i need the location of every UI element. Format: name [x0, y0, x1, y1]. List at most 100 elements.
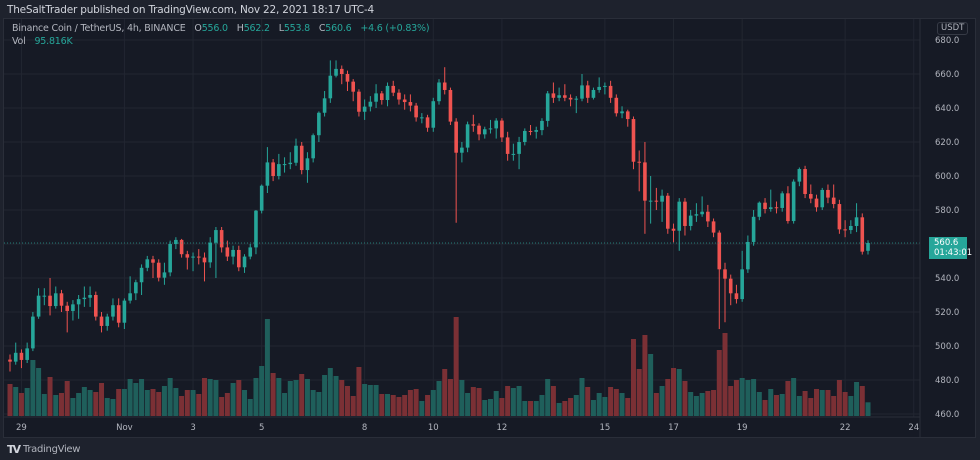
candle-body — [442, 82, 447, 90]
volume-bar — [671, 368, 677, 416]
candle-body — [25, 348, 29, 360]
volume-bar — [630, 339, 636, 416]
tradingview-logo-icon[interactable]: TV — [7, 443, 21, 456]
candle-body — [94, 295, 98, 317]
candle-body — [637, 161, 641, 163]
legend: Binance Coin / TetherUS, 4h, BINANCE O55… — [12, 22, 430, 48]
candle-body — [53, 293, 58, 307]
volume-bar — [430, 390, 436, 416]
price-tick-label: 680.0 — [935, 36, 959, 46]
volume-bar — [282, 393, 288, 416]
candle-body — [717, 232, 722, 270]
candle-body — [111, 305, 115, 317]
candle-body — [391, 85, 396, 93]
candle-body — [179, 239, 184, 255]
volume-bar — [70, 398, 76, 416]
volume-bar — [808, 398, 814, 416]
volume-bar — [173, 388, 179, 416]
currency-button[interactable]: USDT — [937, 22, 969, 35]
candle-body — [414, 105, 418, 118]
candle-body — [8, 359, 12, 362]
time-tick-label: 19 — [737, 423, 748, 433]
volume-bar — [339, 380, 345, 416]
volume-bar — [327, 368, 333, 416]
candle-body — [265, 162, 270, 186]
candle-body — [460, 147, 464, 153]
candle-body — [42, 295, 47, 297]
candle-body — [511, 153, 516, 155]
volume-bar — [682, 381, 688, 416]
candle-body — [603, 85, 607, 87]
symbol-title[interactable]: Binance Coin / TetherUS, 4h, BINANCE — [12, 23, 186, 34]
volume-bar — [402, 395, 408, 416]
volume-bar — [739, 378, 745, 416]
time-tick-label: 24 — [908, 423, 919, 433]
open-label: O — [194, 23, 202, 34]
candle-body — [334, 68, 338, 76]
volume-bar — [367, 385, 373, 416]
candle-body — [574, 98, 579, 100]
candle-body — [425, 117, 430, 128]
candle-body — [191, 256, 195, 258]
volume-bar — [76, 393, 82, 416]
volume-bar — [493, 391, 499, 416]
vol-label[interactable]: Vol — [12, 36, 26, 47]
candle-body — [837, 204, 842, 230]
candle-body — [780, 193, 784, 208]
volume-bar — [688, 392, 694, 416]
vol-value: 95.816K — [34, 36, 73, 47]
volume-bar — [373, 385, 379, 416]
candle-body — [591, 89, 596, 98]
volume-bar — [699, 393, 705, 416]
high-label: H — [236, 23, 244, 34]
candle-body — [380, 93, 384, 101]
time-tick-label: 22 — [840, 423, 851, 433]
volume-bar — [230, 383, 236, 416]
volume-bar — [482, 400, 488, 416]
volume-bar — [116, 389, 122, 416]
volume-bar — [58, 393, 64, 416]
candle-body — [345, 74, 350, 82]
price-tick-label: 640.0 — [935, 104, 959, 114]
candle-body — [757, 202, 762, 217]
volume-bar — [350, 396, 356, 416]
volume-bar — [156, 392, 162, 416]
volume-bar — [247, 399, 253, 416]
candle-body — [374, 93, 378, 102]
volume-bar — [259, 366, 265, 416]
volume-bar — [568, 398, 574, 416]
volume-bar — [316, 392, 322, 416]
candle-body — [76, 299, 81, 305]
volume-bar — [516, 386, 522, 416]
volume-bar — [219, 397, 225, 416]
candle-body — [826, 189, 830, 198]
candle-body — [505, 137, 510, 154]
volume-bar — [728, 386, 734, 416]
volume-bar — [522, 401, 528, 416]
volume-bar — [625, 398, 631, 416]
volume-bar — [470, 387, 476, 416]
time-tick-label: Nov — [116, 423, 133, 433]
candle-body — [711, 221, 716, 233]
volume-bars — [7, 317, 871, 416]
candle-body — [134, 282, 138, 294]
candle-body — [437, 82, 441, 102]
candle-body — [620, 111, 624, 114]
time-tick-label: 10 — [428, 423, 439, 433]
volume-bar — [487, 399, 493, 416]
volume-bar — [13, 387, 19, 416]
candle-body — [585, 85, 590, 98]
candle-body — [254, 210, 258, 248]
candle-body — [151, 259, 155, 263]
candle-body — [631, 119, 636, 162]
volume-bar — [207, 379, 213, 416]
volume-bar — [385, 394, 391, 416]
volume-bar — [87, 390, 93, 416]
volume-bar — [602, 397, 608, 416]
volume-bar — [676, 369, 682, 416]
brand-name[interactable]: TradingView — [23, 444, 81, 455]
current-price: 560.6 — [934, 238, 959, 248]
candle-body — [351, 81, 355, 92]
price-tick-label: 620.0 — [935, 138, 959, 148]
